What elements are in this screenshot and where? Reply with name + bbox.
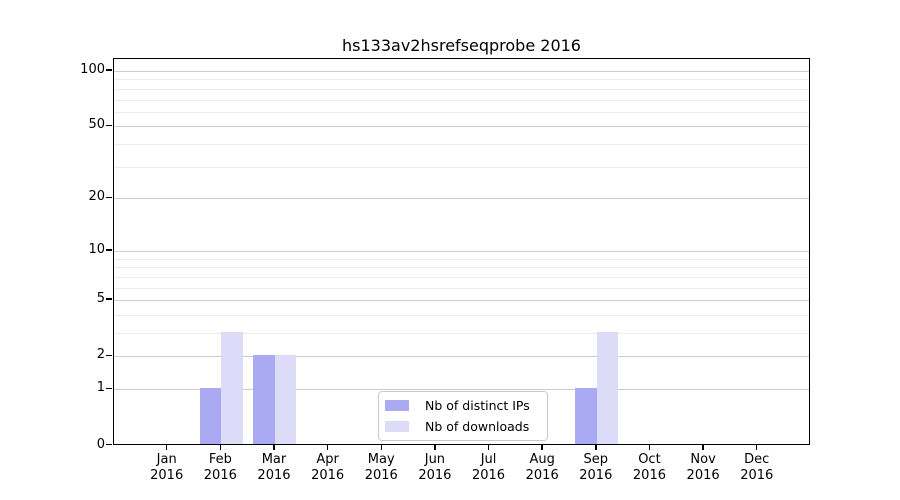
legend-item-distinct-ips: Nb of distinct IPs xyxy=(385,398,547,413)
legend-item-downloads: Nb of downloads xyxy=(385,419,547,434)
x-tick-mark-jun xyxy=(434,445,436,450)
x-tick-mark-mar xyxy=(273,445,275,450)
major-gridline-2 xyxy=(114,356,809,358)
x-tick-month: Feb xyxy=(208,452,232,467)
bar-nb-of-downloads-mar xyxy=(274,354,297,444)
x-tick-mark-aug xyxy=(541,445,543,450)
minor-gridline-9 xyxy=(114,258,809,260)
x-tick-year: 2016 xyxy=(525,468,559,483)
x-tick-label-sep: Sep 2016 xyxy=(566,452,626,484)
y-tick-label-10: 10 xyxy=(88,241,105,257)
major-gridline-100 xyxy=(114,71,809,72)
y-tick-mark-0 xyxy=(106,443,112,446)
x-tick-month: May xyxy=(367,452,395,467)
minor-gridline-80 xyxy=(114,88,809,90)
x-tick-month: Sep xyxy=(583,452,609,467)
bar-nb-of-distinct-ips-feb xyxy=(199,387,222,444)
x-tick-month: Aug xyxy=(529,452,555,467)
y-tick-mark-100 xyxy=(106,69,112,71)
x-tick-label-mar: Mar 2016 xyxy=(244,452,304,484)
major-gridline-10 xyxy=(114,250,809,252)
y-tick-mark-5 xyxy=(106,298,112,300)
y-tick-mark-2 xyxy=(106,354,112,357)
x-tick-label-may: May 2016 xyxy=(351,452,411,484)
minor-gridline-60 xyxy=(114,111,809,113)
chart-title: hs133av2hsrefseqprobe 2016 xyxy=(342,36,581,55)
minor-gridline-30 xyxy=(114,166,809,168)
x-tick-mark-oct xyxy=(648,445,651,450)
x-tick-year: 2016 xyxy=(632,468,666,483)
minor-gridline-4 xyxy=(114,314,809,316)
y-tick-label-5: 5 xyxy=(96,291,105,307)
y-tick-mark-1 xyxy=(106,387,112,389)
x-tick-mark-apr xyxy=(326,445,329,450)
minor-gridline-70 xyxy=(114,99,809,101)
x-tick-label-aug: Aug 2016 xyxy=(512,452,572,484)
bar-nb-of-distinct-ips-sep xyxy=(575,387,597,444)
x-tick-year: 2016 xyxy=(203,468,237,483)
y-tick-label-20: 20 xyxy=(88,189,105,205)
x-tick-label-nov: Nov 2016 xyxy=(673,452,733,484)
legend-label-downloads: Nb of downloads xyxy=(425,419,530,434)
minor-gridline-7 xyxy=(114,276,809,278)
y-tick-label-1: 1 xyxy=(96,380,105,396)
x-tick-year: 2016 xyxy=(740,468,774,483)
x-tick-label-dec: Dec 2016 xyxy=(727,452,787,484)
x-tick-year: 2016 xyxy=(150,468,184,483)
x-tick-month: Dec xyxy=(744,452,770,467)
x-tick-mark-jul xyxy=(487,445,490,450)
x-tick-mark-may xyxy=(380,445,382,450)
y-tick-label-0: 0 xyxy=(96,436,105,452)
x-tick-month: Nov xyxy=(690,452,716,467)
major-gridline-50 xyxy=(114,126,809,128)
x-tick-mark-dec xyxy=(755,445,758,450)
x-tick-mark-feb xyxy=(219,445,222,450)
x-tick-year: 2016 xyxy=(579,468,613,483)
minor-gridline-3 xyxy=(114,333,809,334)
x-tick-mark-sep xyxy=(595,445,597,450)
legend-swatch-downloads xyxy=(385,421,409,432)
x-tick-label-apr: Apr 2016 xyxy=(298,452,358,484)
x-tick-month: Jul xyxy=(480,452,497,467)
x-tick-year: 2016 xyxy=(471,468,506,483)
major-gridline-20 xyxy=(114,198,809,200)
bar-nb-of-downloads-sep xyxy=(596,331,619,444)
minor-gridline-8 xyxy=(114,267,809,269)
y-tick-label-100: 100 xyxy=(80,62,105,77)
plot-area xyxy=(113,58,810,445)
x-tick-label-jan: Jan 2016 xyxy=(137,452,197,484)
x-tick-label-oct: Oct 2016 xyxy=(619,452,679,484)
bar-nb-of-downloads-feb xyxy=(221,331,243,444)
y-tick-mark-10 xyxy=(106,249,112,251)
legend-label-distinct-ips: Nb of distinct IPs xyxy=(425,398,530,413)
minor-gridline-40 xyxy=(114,144,809,146)
x-tick-label-jul: Jul 2016 xyxy=(459,452,519,484)
x-tick-month: Apr xyxy=(316,452,339,467)
legend-swatch-distinct-ips xyxy=(385,400,409,411)
x-tick-year: 2016 xyxy=(257,468,291,483)
x-tick-month: Jun xyxy=(424,452,446,467)
x-tick-year: 2016 xyxy=(364,468,398,483)
x-tick-label-feb: Feb 2016 xyxy=(190,452,250,484)
minor-gridline-6 xyxy=(114,287,809,289)
minor-gridline-90 xyxy=(114,79,809,81)
x-tick-month: Oct xyxy=(638,452,661,467)
x-tick-year: 2016 xyxy=(686,468,720,483)
y-tick-label-2: 2 xyxy=(96,347,105,363)
bar-nb-of-distinct-ips-mar xyxy=(253,354,275,444)
x-tick-year: 2016 xyxy=(311,468,345,483)
y-tick-mark-50 xyxy=(106,124,112,127)
x-tick-label-jun: Jun 2016 xyxy=(405,452,465,484)
x-tick-month: Jan xyxy=(156,452,177,467)
major-gridline-5 xyxy=(114,300,809,302)
x-tick-mark-jan xyxy=(165,445,168,450)
legend: Nb of distinct IPs Nb of downloads xyxy=(378,391,548,441)
y-tick-mark-20 xyxy=(106,196,112,199)
major-gridline-1 xyxy=(114,389,809,391)
y-tick-label-50: 50 xyxy=(88,117,105,133)
x-tick-mark-nov xyxy=(702,445,704,450)
x-tick-year: 2016 xyxy=(418,468,452,483)
x-tick-month: Mar xyxy=(261,452,287,467)
